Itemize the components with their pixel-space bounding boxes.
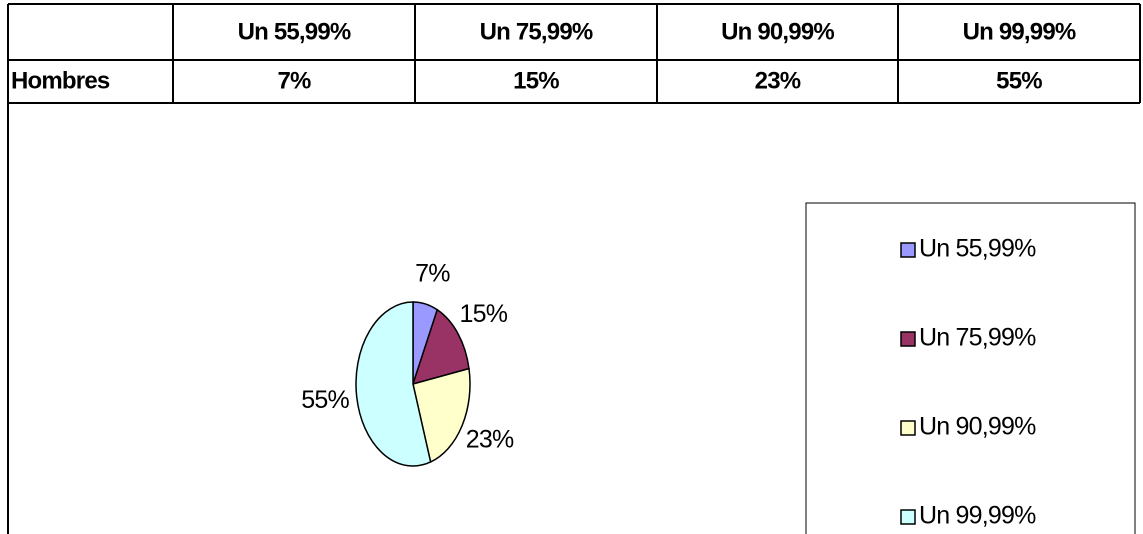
legend-box [805,202,1136,534]
pie-slice [355,301,432,467]
data-label: 7% [415,259,450,287]
legend-swatch [900,420,916,436]
legend-label: Un 99,99% [919,502,1036,530]
legend-label: Un 90,99% [919,413,1036,441]
legend-swatch [900,509,916,525]
column-header: Un 99,99% [963,18,1076,45]
legend-swatch [900,242,916,258]
data-label: 15% [460,300,508,328]
legend-swatch [900,331,916,347]
legend-label: Un 55,99% [919,235,1036,263]
cell: 7% [277,67,311,94]
pie-slice [412,367,471,464]
row-label: Hombres [11,67,110,94]
pie-slice [411,308,470,386]
data-label: 55% [301,386,349,414]
column-header: Un 75,99% [480,18,593,45]
table-rules [7,3,1141,534]
column-header: Un 90,99% [721,18,834,45]
cell: 15% [513,67,559,94]
column-header: Un 55,99% [238,18,351,45]
legend-label: Un 75,99% [919,324,1036,352]
data-label: 23% [466,426,514,454]
cell: 23% [755,67,801,94]
cell: 55% [996,67,1042,94]
